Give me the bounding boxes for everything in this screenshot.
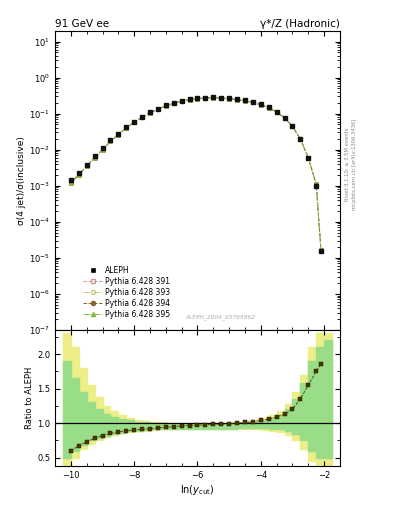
Text: γ*/Z (Hadronic): γ*/Z (Hadronic) xyxy=(260,18,340,29)
Y-axis label: Ratio to ALEPH: Ratio to ALEPH xyxy=(25,367,34,429)
X-axis label: $\ln(y_{\rm cut})$: $\ln(y_{\rm cut})$ xyxy=(180,482,215,497)
Text: 91 GeV ee: 91 GeV ee xyxy=(55,18,109,29)
Text: mcplots.cern.ch [arXiv:1306.3436]: mcplots.cern.ch [arXiv:1306.3436] xyxy=(352,118,357,209)
Y-axis label: σ(4 jet)/σ(inclusive): σ(4 jet)/σ(inclusive) xyxy=(17,136,26,225)
Legend: ALEPH, Pythia 6.428 391, Pythia 6.428 393, Pythia 6.428 394, Pythia 6.428 395: ALEPH, Pythia 6.428 391, Pythia 6.428 39… xyxy=(82,264,172,320)
Text: ALEPH_2004_S5765862: ALEPH_2004_S5765862 xyxy=(185,314,255,319)
Text: Rivet 3.1.10; ≥ 3.5M events: Rivet 3.1.10; ≥ 3.5M events xyxy=(345,127,350,201)
